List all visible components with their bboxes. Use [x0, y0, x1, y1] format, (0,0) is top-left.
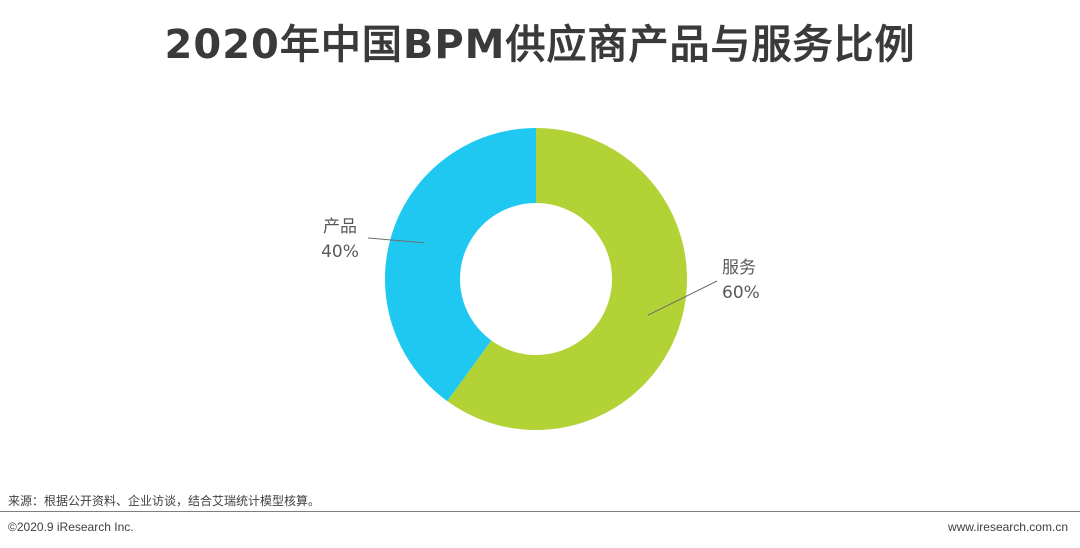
slice-0: [447, 128, 687, 430]
leader-line-1: [367, 237, 425, 244]
leader-line-0: [647, 280, 718, 316]
copyright-text: ©2020.9 iResearch Inc.: [8, 520, 134, 534]
slice-1: [385, 128, 536, 402]
website-link[interactable]: www.iresearch.com.cn: [947, 520, 1068, 534]
chart-title: 2020年中国BPM供应商产品与服务比例: [164, 22, 916, 68]
slice-value-label-0: 60%: [722, 283, 760, 303]
slice-value-label-1: 40%: [321, 242, 359, 262]
footer-divider: [0, 511, 1080, 512]
slice-name-label-0: 服务: [722, 258, 756, 278]
slices-group: [385, 128, 687, 430]
source-note: 来源：根据公开资料、企业访谈，结合艾瑞统计模型核算。: [8, 494, 321, 508]
slice-name-label-1: 产品: [323, 217, 357, 237]
labels-group: 服务 60% 产品 40%: [321, 217, 760, 316]
